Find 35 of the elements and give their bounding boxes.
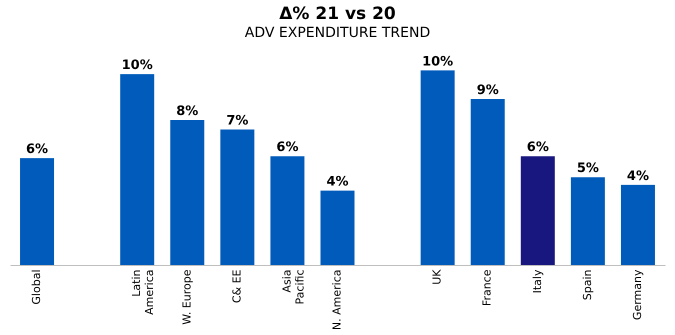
x-tick-label: N. America (330, 270, 344, 330)
x-tick-label: France (480, 269, 494, 306)
data-label: 6% (526, 140, 549, 156)
x-tick-label: Latin America (130, 269, 156, 315)
bar (620, 184, 655, 265)
bar (520, 156, 555, 265)
bar (120, 74, 154, 265)
chart-subtitle: ADV EXPENDITURE TREND (244, 25, 430, 41)
bar (20, 158, 54, 265)
x-tick-label: W. Europe (180, 269, 194, 325)
x-tick-label: Spain (580, 269, 594, 300)
bar (420, 70, 455, 265)
x-tick-label: Asia Pacific (280, 270, 306, 304)
bar (470, 98, 505, 265)
data-label: 4% (626, 168, 649, 184)
data-label: 10% (122, 58, 153, 74)
data-label: 6% (276, 140, 298, 156)
data-label: 4% (326, 174, 349, 190)
data-label: 10% (422, 54, 454, 70)
bar (170, 120, 204, 265)
data-label: 6% (26, 142, 48, 158)
bar (220, 130, 254, 265)
x-tick-label: Global (30, 270, 44, 305)
bar (570, 177, 605, 265)
x-tick-label: C& EE (230, 269, 244, 304)
data-label: 5% (576, 161, 599, 176)
data-label: 7% (226, 114, 248, 129)
x-tick-label: Germany (630, 269, 644, 320)
x-tick-label: UK (430, 268, 444, 285)
bar (270, 156, 304, 265)
data-label: 8% (176, 104, 198, 119)
x-tick-label: Italy (530, 269, 544, 294)
chart-title: Δ% 21 vs 20 (279, 4, 396, 24)
bar (320, 190, 354, 265)
data-label: 9% (476, 82, 499, 98)
